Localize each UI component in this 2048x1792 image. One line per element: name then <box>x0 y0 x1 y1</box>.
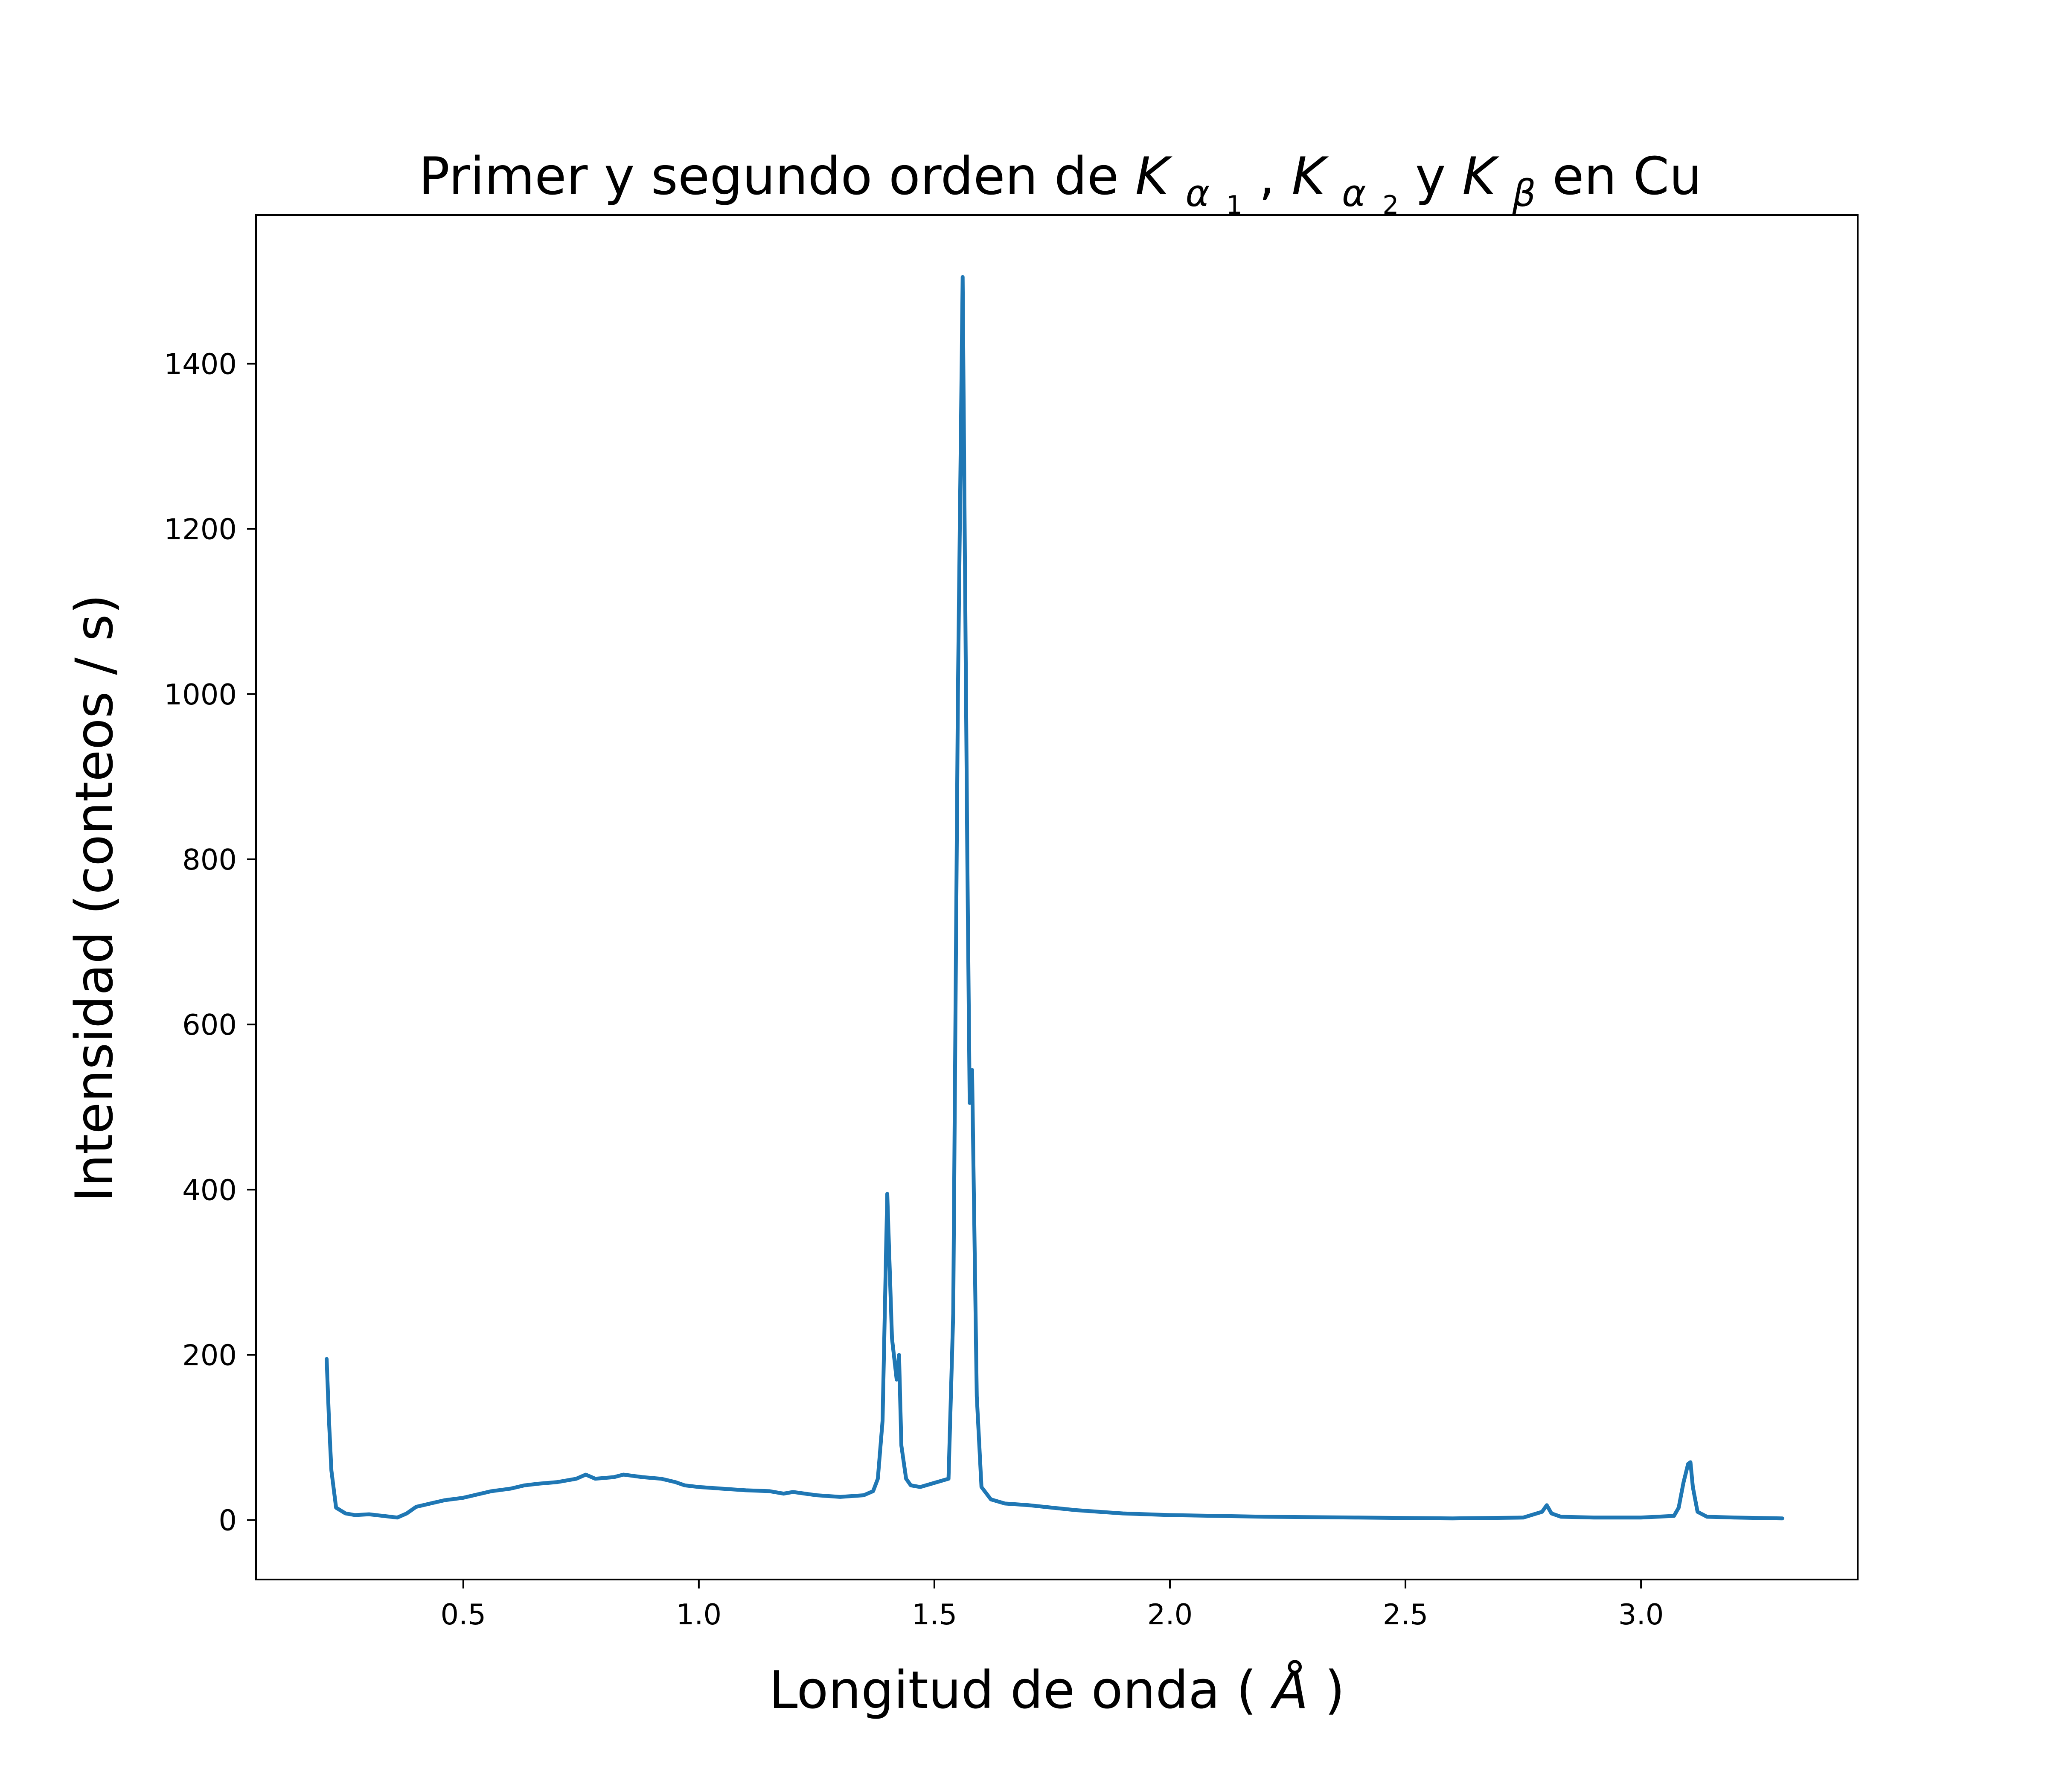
x-axis-label-text: Longitud de onda ( <box>769 1660 1257 1720</box>
title-connector: y <box>1415 146 1462 207</box>
title-beta: β <box>1512 172 1536 215</box>
title-k3: K <box>1462 146 1500 207</box>
x-tick-label: 2.5 <box>1383 1598 1428 1631</box>
title-alpha2: α <box>1342 172 1366 215</box>
y-tick-label: 1200 <box>164 513 237 546</box>
x-tick-label: 2.0 <box>1147 1598 1193 1631</box>
x-axis-label-unit: Å <box>1270 1660 1308 1720</box>
x-axis-ticks: 0.5 1.0 1.5 2.0 2.5 3.0 <box>441 1580 1664 1631</box>
plot-frame <box>255 214 1859 1580</box>
x-axis-label-close: ) <box>1325 1660 1345 1720</box>
title-comma: , <box>1259 146 1292 207</box>
x-axis-label: Longitud de onda ( Å ) <box>769 1660 1345 1720</box>
x-tick-label: 1.0 <box>676 1598 722 1631</box>
title-suffix: en Cu <box>1552 146 1702 207</box>
y-tick-label: 400 <box>182 1173 237 1207</box>
y-axis-ticks: 0 200 400 600 800 1000 1200 1400 <box>164 347 256 1537</box>
y-tick-label: 1000 <box>164 678 237 711</box>
x-tick-label: 0.5 <box>441 1598 486 1631</box>
title-k2: K <box>1292 146 1329 207</box>
y-tick-label: 600 <box>182 1008 237 1041</box>
series-line-intensity <box>325 275 1784 1521</box>
y-axis-label: Intensidad (conteos / s) <box>64 594 125 1202</box>
x-tick-label: 1.5 <box>912 1598 957 1631</box>
y-tick-label: 800 <box>182 843 237 876</box>
y-tick-label: 0 <box>218 1504 237 1537</box>
y-tick-label: 200 <box>182 1338 237 1372</box>
title-k1: K <box>1135 146 1173 207</box>
title-prefix: Primer y segundo orden de <box>419 146 1135 207</box>
x-tick-label: 3.0 <box>1618 1598 1664 1631</box>
title-alpha1: α <box>1185 172 1210 215</box>
y-tick-label: 1400 <box>164 347 237 381</box>
